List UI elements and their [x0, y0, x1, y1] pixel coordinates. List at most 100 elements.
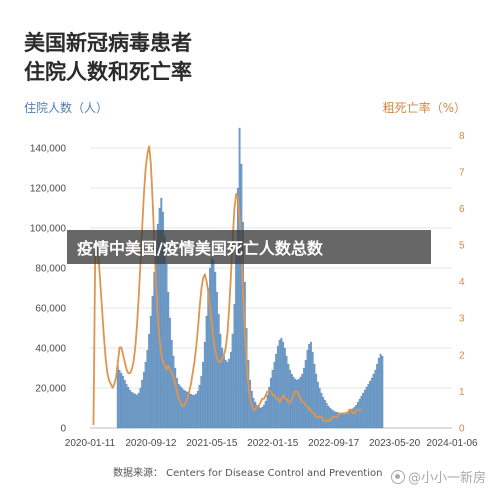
- right-tick-label: 7: [459, 167, 465, 178]
- hospitalization-bar: [209, 267, 211, 429]
- death-rate-polyline: [92, 145, 363, 426]
- watermark-text: @小小一新房: [407, 471, 486, 486]
- hospitalization-bar: [186, 391, 189, 429]
- x-tick-label: 2020-09-12: [125, 438, 177, 449]
- hospitalization-bar: [289, 369, 291, 429]
- hospitalization-bar: [228, 358, 231, 429]
- left-tick-label: 40,000: [35, 344, 66, 355]
- right-tick-label: 4: [459, 277, 465, 288]
- left-tick-label: 60,000: [35, 304, 66, 315]
- hospitalization-bar: [226, 361, 229, 429]
- hospitalization-bar: [189, 393, 192, 429]
- hospitalization-bar: [296, 379, 298, 429]
- hospitalization-bar: [351, 408, 354, 429]
- hospitalization-bar: [325, 402, 328, 429]
- hospitalization-bar: [205, 315, 208, 429]
- x-tick-label: 2022-09-17: [308, 438, 360, 449]
- hospitalization-bar: [217, 313, 220, 429]
- hospitalization-bar: [193, 394, 196, 429]
- hospitalization-bar: [116, 365, 119, 429]
- hospitalization-bar: [221, 347, 224, 429]
- hospitalization-bar: [344, 412, 347, 429]
- hospitalization-bar: [381, 355, 384, 429]
- hospitalization-bar: [182, 389, 185, 429]
- x-tick-label: 2020-01-11: [65, 438, 116, 449]
- hospitalization-bar: [287, 363, 290, 429]
- hospitalization-bar: [285, 355, 288, 429]
- hospitalization-bar: [360, 395, 363, 429]
- hospitalization-bar: [316, 381, 319, 429]
- hospitalization-bar: [122, 375, 124, 429]
- hospitalization-bar: [200, 375, 203, 429]
- hospitalization-bar: [238, 127, 241, 429]
- hospitalization-bar: [141, 379, 144, 429]
- hospitalization-bar: [229, 351, 232, 429]
- hospitalization-bar: [184, 390, 187, 429]
- hospitalization-bar: [132, 392, 135, 429]
- hospitalization-bar: [120, 372, 123, 429]
- x-tick-label: 2021-05-15: [186, 438, 238, 449]
- hospitalization-bar: [172, 355, 175, 429]
- hospitalization-bar: [240, 163, 243, 429]
- hospitalization-bar: [250, 390, 253, 429]
- hospitalization-bar: [196, 390, 199, 429]
- hospitalization-bar: [341, 412, 344, 429]
- hospitalization-bar: [153, 271, 156, 429]
- hospitalization-bar: [268, 386, 271, 429]
- hospitalization-bar: [282, 341, 285, 429]
- hospitalization-bar: [310, 341, 312, 429]
- left-tick-label: 120,000: [30, 184, 67, 195]
- x-tick-label: 2024-01-06: [426, 438, 478, 449]
- hospitalization-bar: [137, 392, 140, 429]
- hospitalization-bar: [236, 187, 239, 429]
- hospitalization-bar: [149, 315, 152, 429]
- hospitalization-bar: [363, 389, 366, 429]
- hospitalization-bar: [254, 401, 257, 429]
- hospitalization-bar: [134, 393, 137, 429]
- hospitalization-bar: [379, 353, 382, 429]
- hospitalization-bar: [322, 396, 325, 429]
- hospitalization-bar: [219, 333, 222, 429]
- hospitalization-bar: [283, 347, 286, 429]
- hospitalization-bar: [299, 376, 302, 429]
- hospitalization-bar: [369, 380, 372, 429]
- hospitalization-bar: [144, 361, 147, 429]
- hospitalization-bar: [169, 317, 171, 429]
- hospitalization-bar: [210, 257, 213, 429]
- hospitalization-bar: [261, 406, 264, 429]
- hospitalization-bar: [160, 197, 163, 429]
- hospitalization-bar: [374, 369, 377, 429]
- hospitalization-bar: [311, 351, 314, 429]
- hospitalization-bar: [252, 397, 255, 429]
- hospitalization-bar: [233, 303, 236, 429]
- hospitalization-bar: [235, 251, 238, 429]
- death-rate-line: [92, 145, 363, 426]
- hospitalization-bar: [355, 404, 358, 429]
- right-axis-ticks: 0 1 2 3 4 5 6 7 8: [459, 131, 465, 435]
- hospitalization-bar: [336, 412, 338, 429]
- hospitalization-bar: [224, 359, 227, 429]
- hospitalization-bar: [167, 291, 170, 429]
- hospitalization-bar: [334, 411, 337, 429]
- hospitalization-bar: [231, 333, 234, 429]
- source-note: 数据来源： Centers for Disease Control and Pr…: [113, 466, 382, 479]
- hospitalization-bar: [348, 410, 351, 429]
- headline-banner-text: 疫情中美国/疫情美国死亡人数总数: [77, 239, 323, 258]
- hospitalization-bar: [353, 406, 356, 429]
- hospitalization-bar: [177, 383, 180, 429]
- hospitalization-bar: [165, 263, 168, 429]
- watermark-logo-icon: [390, 469, 405, 484]
- hospitalization-bar: [174, 367, 177, 429]
- right-axis-title: 粗死亡率（%）: [383, 100, 466, 115]
- left-tick-label: 20,000: [35, 384, 66, 395]
- hospitalization-bar: [275, 353, 278, 429]
- right-tick-label: 3: [459, 314, 465, 325]
- hospitalization-bar: [294, 378, 297, 429]
- hospitalization-bar: [170, 339, 173, 429]
- x-tick-label: 2023-05-20: [369, 438, 421, 449]
- hospitalization-bar: [339, 412, 342, 429]
- hospitalization-bar: [151, 295, 154, 429]
- hospitalization-bar: [135, 394, 138, 429]
- hospitalization-bar: [357, 401, 359, 429]
